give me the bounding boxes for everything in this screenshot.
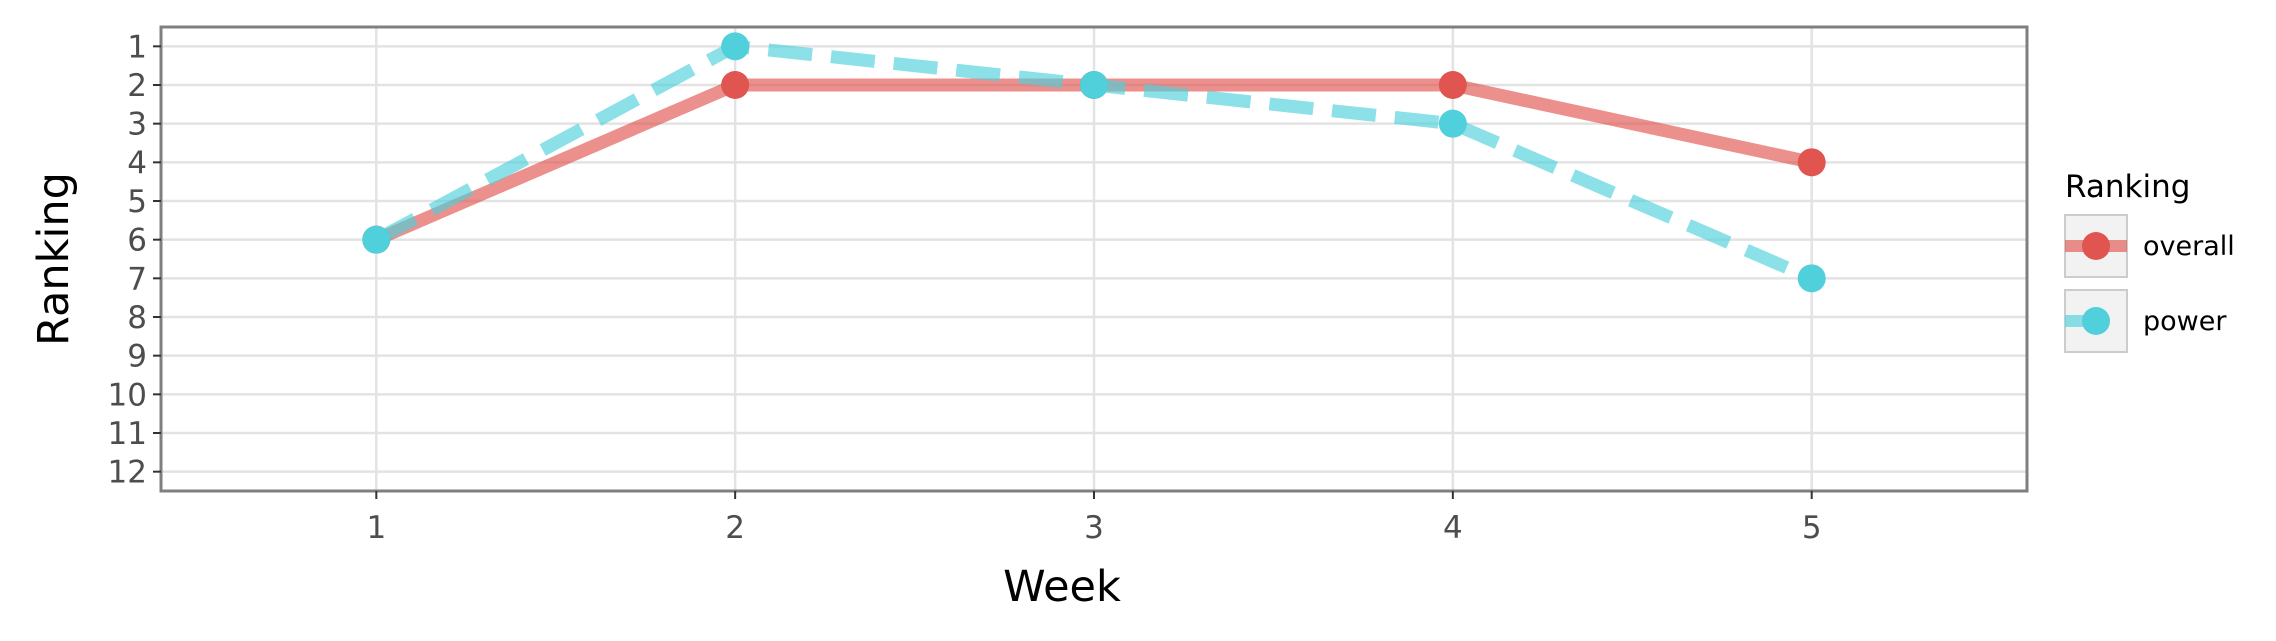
legend-label: overall bbox=[2143, 231, 2235, 262]
y-tick-label: 12 bbox=[108, 455, 147, 491]
x-tick-label: 5 bbox=[1802, 510, 1822, 546]
legend-key-point bbox=[2082, 232, 2110, 260]
y-tick-label: 6 bbox=[127, 223, 147, 259]
legend-entry-overall: overall bbox=[2064, 214, 2235, 278]
y-tick-label: 11 bbox=[108, 416, 147, 452]
data-point-overall bbox=[721, 71, 750, 99]
x-tick-label: 3 bbox=[1084, 510, 1104, 546]
data-point-overall bbox=[1797, 148, 1826, 177]
data-point-power bbox=[362, 225, 391, 254]
y-tick-label: 9 bbox=[127, 339, 147, 375]
data-point-power bbox=[1797, 264, 1826, 293]
series-power bbox=[362, 32, 1826, 293]
data-point-overall bbox=[1438, 71, 1467, 99]
y-axis-title: Ranking bbox=[29, 172, 79, 346]
x-axis-title: Week bbox=[1003, 562, 1121, 612]
series-layer bbox=[362, 32, 1826, 293]
y-tick-label: 3 bbox=[127, 107, 147, 143]
legend-label: power bbox=[2143, 306, 2227, 337]
y-tick-label: 7 bbox=[127, 261, 147, 297]
y-tick-label: 10 bbox=[108, 377, 147, 413]
legend-key-point bbox=[2082, 307, 2110, 335]
y-tick-label: 5 bbox=[127, 184, 147, 220]
x-tick-label: 1 bbox=[366, 510, 386, 546]
data-point-power bbox=[721, 32, 750, 61]
x-tick-label: 2 bbox=[725, 510, 745, 546]
y-tick-label: 2 bbox=[127, 68, 147, 104]
y-tick-label: 1 bbox=[127, 29, 147, 65]
y-tick-label: 8 bbox=[127, 300, 147, 336]
y-tick-label: 4 bbox=[127, 145, 147, 181]
legend-entry-power: power bbox=[2064, 289, 2227, 353]
legend: Ranking overall power bbox=[2064, 169, 2235, 353]
data-point-power bbox=[1438, 109, 1467, 138]
data-point-power bbox=[1080, 71, 1108, 99]
x-tick-label: 4 bbox=[1443, 510, 1463, 546]
legend-title: Ranking bbox=[2065, 169, 2190, 205]
